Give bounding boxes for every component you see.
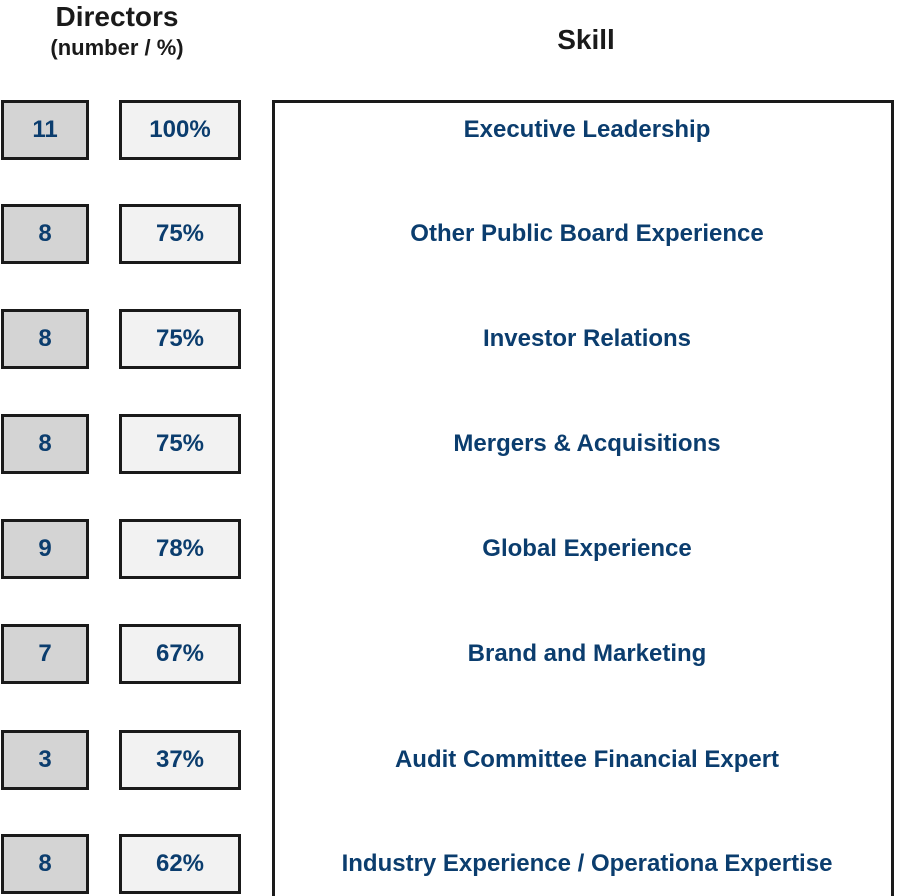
director-percent-box: 37% [119,730,241,790]
director-count-box: 7 [1,624,89,684]
directors-subtitle: (number / %) [50,35,184,60]
directors-title: Directors [55,1,179,32]
skill-label: Global Experience [482,535,692,562]
skill-label: Investor Relations [482,325,692,352]
director-percent-box: 75% [119,204,241,264]
skill-row: 9 78% Global Experience [0,519,898,579]
director-count-box: 8 [1,834,89,894]
director-count-box: 9 [1,519,89,579]
director-count-box: 11 [1,100,89,160]
director-percent-box: 62% [119,834,241,894]
director-count-box: 8 [1,309,89,369]
director-count-box: 8 [1,204,89,264]
skill-row: 8 62% Industry Experience / Operationa E… [0,834,898,894]
skill-header: Skill [557,24,615,55]
skill-row: 8 75% Other Public Board Experience [0,204,898,264]
skill-label: Industry Experience / Operationa Experti… [341,850,833,877]
director-percent-box: 75% [119,309,241,369]
skill-row: 8 75% Investor Relations [0,309,898,369]
skill-row: 11 100% Executive Leadership [0,100,898,160]
skill-label: Executive Leadership [463,116,711,143]
skill-label: Audit Committee Financial Expert [394,746,780,773]
skill-row: 8 75% Mergers & Acquisitions [0,414,898,474]
director-percent-box: 78% [119,519,241,579]
director-percent-box: 67% [119,624,241,684]
director-percent-box: 75% [119,414,241,474]
skill-row: 3 37% Audit Committee Financial Expert [0,730,898,790]
skill-panel [272,100,894,896]
skill-label: Mergers & Acquisitions [453,430,721,457]
skill-label: Other Public Board Experience [410,220,764,247]
director-count-box: 8 [1,414,89,474]
director-count-box: 3 [1,730,89,790]
skill-row: 7 67% Brand and Marketing [0,624,898,684]
directors-header: Directors (number / %) [0,0,234,62]
skill-label: Brand and Marketing [467,640,707,667]
director-percent-box: 100% [119,100,241,160]
